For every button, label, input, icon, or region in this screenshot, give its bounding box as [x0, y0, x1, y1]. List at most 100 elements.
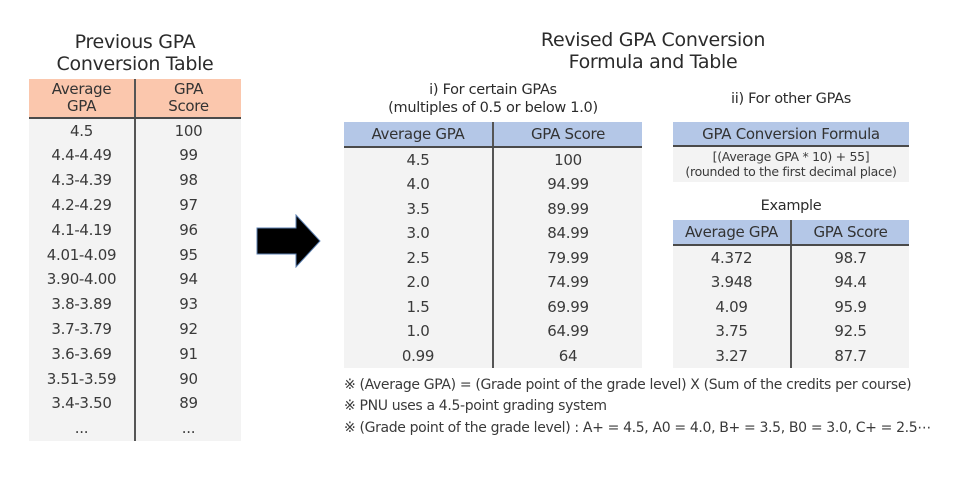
- table-row: 3.6-3.69 91: [29, 341, 241, 367]
- cell-gpa-score: 95.9: [791, 294, 909, 320]
- cell-gpa-score: 64: [493, 343, 642, 368]
- table-row: 4.4-4.49 99: [29, 143, 241, 168]
- table-row: 3.90-4.00 94: [29, 266, 241, 292]
- table-row: 3.4-3.50 89: [29, 390, 241, 416]
- formula-text: [(Average GPA * 10) + 55]: [712, 149, 870, 164]
- cell-average-gpa: 3.6-3.69: [29, 341, 136, 367]
- cell-average-gpa: 1.5: [344, 294, 494, 319]
- cell-average-gpa: 4.09: [673, 294, 792, 320]
- table-row: 4.1-4.19 96: [29, 217, 241, 243]
- table-row: 4.2-4.29 97: [29, 192, 241, 218]
- table-row: 2.0 74.99: [344, 270, 642, 295]
- cell-gpa-score: 95: [135, 242, 241, 267]
- table-row: 4.0 94.99: [344, 172, 642, 197]
- cell-average-gpa: 4.372: [673, 245, 792, 270]
- formula-body: [(Average GPA * 10) + 55] (rounded to th…: [673, 147, 909, 182]
- section-i-line2: (multiples of 0.5 or below 1.0): [388, 100, 598, 116]
- cell-average-gpa: 1.0: [344, 319, 494, 344]
- header-gpa-score: GPA Score: [493, 122, 642, 148]
- cell-average-gpa: 4.01-4.09: [29, 242, 136, 267]
- note-average-gpa-definition: ※ (Average GPA) = (Grade point of the gr…: [344, 377, 912, 393]
- cell-average-gpa: 3.4-3.50: [29, 390, 136, 416]
- section-i-line1: i) For certain GPAs: [429, 82, 557, 98]
- cell-gpa-score: 87.7: [791, 343, 909, 369]
- table-row: 3.948 94.4: [673, 270, 909, 295]
- previous-conversion-table: Average GPA GPA Score 4.5 100 4.4-4.49 99 4.…: [29, 79, 241, 441]
- revised-conversion-table: Average GPA GPA Score 4.5 100 4.0 94.99 3.5 8…: [344, 122, 642, 368]
- cell-average-gpa: 4.5: [344, 147, 494, 172]
- cell-average-gpa: 0.99: [344, 343, 494, 368]
- cell-gpa-score: 79.99: [493, 245, 642, 270]
- table-row: 3.27 87.7: [673, 343, 909, 369]
- cell-gpa-score: 64.99: [493, 319, 642, 344]
- cell-gpa-score: 100: [493, 147, 642, 172]
- table-row: 3.75 92.5: [673, 319, 909, 344]
- cell-gpa-score: 98.7: [791, 245, 909, 270]
- cell-average-gpa: 4.1-4.19: [29, 217, 136, 243]
- cell-gpa-score: 92.5: [791, 319, 909, 344]
- cell-gpa-score: 93: [135, 291, 241, 317]
- cell-average-gpa: 4.2-4.29: [29, 192, 136, 218]
- table-header-row: Average GPA GPA Score: [673, 220, 909, 246]
- table-row: ......: [29, 415, 241, 441]
- conversion-formula-box: GPA Conversion Formula [(Average GPA * 1…: [673, 122, 909, 182]
- cell-average-gpa: 3.948: [673, 270, 792, 295]
- cell-gpa-score: 96: [135, 217, 241, 243]
- header-average-gpa: Average GPA: [344, 122, 494, 148]
- header-text: Average: [51, 80, 112, 98]
- table-row: 4.5 100: [29, 118, 241, 143]
- header-gpa-score: GPA Score: [135, 79, 241, 119]
- cell-average-gpa: 2.0: [344, 270, 494, 295]
- previous-title-line2: Conversion Table: [56, 53, 214, 75]
- table-row: 3.7-3.79 92: [29, 316, 241, 342]
- cell-gpa-score: 99: [135, 143, 241, 168]
- cell-average-gpa: 3.7-3.79: [29, 316, 136, 342]
- note-grading-system: ※ PNU uses a 4.5-point grading system: [344, 398, 607, 414]
- example-table: Average GPA GPA Score 4.372 98.7 3.948 94.4…: [673, 220, 909, 369]
- section-i-label: i) For certain GPAs (multiples of 0.5 or…: [344, 81, 642, 117]
- section-ii-label: ii) For other GPAs: [731, 91, 851, 107]
- cell-average-gpa: 3.0: [344, 221, 494, 246]
- cell-gpa-score: ...: [135, 415, 241, 441]
- example-label: Example: [760, 198, 822, 214]
- cell-average-gpa: 4.5: [29, 118, 136, 143]
- header-average-gpa: Average GPA: [673, 220, 792, 246]
- header-gpa-score: GPA Score: [791, 220, 909, 246]
- previous-title-line1: Previous GPA: [74, 31, 196, 53]
- header-text: GPA: [173, 80, 204, 98]
- table-row: 4.5 100: [344, 147, 642, 172]
- cell-average-gpa: 3.90-4.00: [29, 266, 136, 292]
- formula-rounding-note: (rounded to the first decimal place): [685, 164, 897, 179]
- cell-gpa-score: 84.99: [493, 221, 642, 246]
- previous-table-title: Previous GPA Conversion Table: [29, 31, 241, 75]
- right-arrow-icon: [256, 213, 322, 269]
- cell-average-gpa: ...: [29, 415, 136, 441]
- cell-average-gpa: 4.3-4.39: [29, 167, 136, 193]
- table-row: 0.99 64: [344, 343, 642, 368]
- cell-gpa-score: 69.99: [493, 294, 642, 319]
- cell-gpa-score: 100: [135, 118, 241, 143]
- table-row: 4.3-4.39 98: [29, 167, 241, 193]
- cell-gpa-score: 90: [135, 366, 241, 391]
- formula-header: GPA Conversion Formula: [673, 122, 909, 147]
- cell-gpa-score: 94.99: [493, 172, 642, 197]
- cell-average-gpa: 3.8-3.89: [29, 291, 136, 317]
- cell-average-gpa: 3.75: [673, 319, 792, 344]
- cell-gpa-score: 89.99: [493, 196, 642, 221]
- cell-gpa-score: 97: [135, 192, 241, 218]
- cell-gpa-score: 98: [135, 167, 241, 193]
- cell-gpa-score: 74.99: [493, 270, 642, 295]
- note-grade-points: ※ (Grade point of the grade level) : A+ …: [344, 420, 931, 436]
- table-row: 1.5 69.99: [344, 294, 642, 319]
- table-row: 3.5 89.99: [344, 196, 642, 221]
- table-row: 3.8-3.89 93: [29, 291, 241, 317]
- cell-gpa-score: 89: [135, 390, 241, 416]
- cell-average-gpa: 3.51-3.59: [29, 366, 136, 391]
- cell-average-gpa: 3.5: [344, 196, 494, 221]
- table-header-row: Average GPA GPA Score: [344, 122, 642, 148]
- cell-average-gpa: 4.4-4.49: [29, 143, 136, 168]
- header-text: Score: [168, 97, 209, 115]
- cell-gpa-score: 94.4: [791, 270, 909, 295]
- table-row: 4.09 95.9: [673, 294, 909, 320]
- cell-average-gpa: 3.27: [673, 343, 792, 369]
